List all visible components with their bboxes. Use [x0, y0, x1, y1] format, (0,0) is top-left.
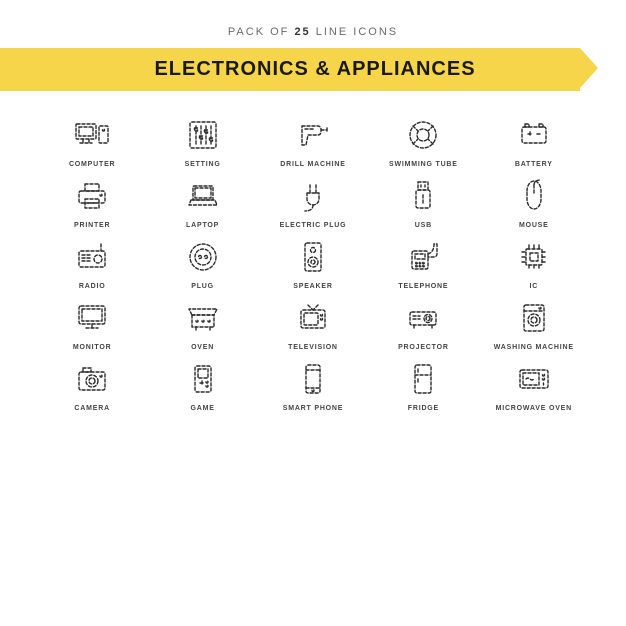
electric-plug-icon: [286, 174, 340, 218]
icon-cell: PRINTER: [40, 174, 144, 229]
icon-cell: WASHING MACHINE: [482, 296, 586, 351]
subtitle-post: LINE ICONS: [316, 26, 398, 38]
icon-label: SMART PHONE: [283, 405, 344, 412]
icon-label: CAMERA: [74, 405, 110, 412]
icon-label: MICROWAVE OVEN: [496, 405, 572, 412]
camera-icon: [65, 357, 119, 401]
icon-label: TELEVISION: [288, 344, 338, 351]
fridge-icon: [396, 357, 450, 401]
icon-cell: GAME: [150, 357, 254, 412]
projector-icon: [396, 296, 450, 340]
ic-icon: [507, 235, 561, 279]
header: PACK OF 25 LINE ICONS ELECTRONICS & APPL…: [0, 0, 626, 91]
icon-cell: BATTERY: [482, 113, 586, 168]
laptop-icon: [176, 174, 230, 218]
subtitle: PACK OF 25 LINE ICONS: [0, 26, 626, 38]
icon-cell: RADIO: [40, 235, 144, 290]
icon-label: IC: [529, 283, 538, 290]
icon-label: TELEPHONE: [398, 283, 448, 290]
icon-cell: MONITOR: [40, 296, 144, 351]
game-icon: [176, 357, 230, 401]
washing-machine-icon: [507, 296, 561, 340]
icon-cell: LAPTOP: [150, 174, 254, 229]
mouse-icon: [507, 174, 561, 218]
television-icon: [286, 296, 340, 340]
subtitle-pre: PACK OF: [228, 26, 289, 38]
icon-label: LAPTOP: [186, 222, 219, 229]
icon-label: PRINTER: [74, 222, 110, 229]
icon-label: SETTING: [185, 161, 221, 168]
icon-label: MOUSE: [519, 222, 549, 229]
icon-label: FRIDGE: [408, 405, 439, 412]
icon-cell: MICROWAVE OVEN: [482, 357, 586, 412]
icon-cell: TELEPHONE: [371, 235, 475, 290]
icon-cell: ELECTRIC PLUG: [261, 174, 365, 229]
drill-machine-icon: [286, 113, 340, 157]
icon-label: DRILL MACHINE: [280, 161, 346, 168]
battery-icon: [507, 113, 561, 157]
icon-cell: COMPUTER: [40, 113, 144, 168]
icon-label: ELECTRIC PLUG: [280, 222, 347, 229]
icon-label: PROJECTOR: [398, 344, 449, 351]
icon-label: COMPUTER: [69, 161, 115, 168]
icon-cell: SPEAKER: [261, 235, 365, 290]
printer-icon: [65, 174, 119, 218]
usb-icon: [396, 174, 450, 218]
icon-cell: TELEVISION: [261, 296, 365, 351]
icon-cell: SMART PHONE: [261, 357, 365, 412]
icon-label: SWIMMING TUBE: [389, 161, 458, 168]
monitor-icon: [65, 296, 119, 340]
icon-cell: USB: [371, 174, 475, 229]
icon-cell: PROJECTOR: [371, 296, 475, 351]
icon-cell: SETTING: [150, 113, 254, 168]
icon-label: WASHING MACHINE: [494, 344, 574, 351]
computer-icon: [65, 113, 119, 157]
icon-cell: OVEN: [150, 296, 254, 351]
icon-label: PLUG: [191, 283, 214, 290]
icon-grid: COMPUTER SETTING DRILL MACHINE SWIMMING …: [0, 91, 626, 432]
plug-icon: [176, 235, 230, 279]
subtitle-count: 25: [294, 26, 310, 38]
icon-label: USB: [415, 222, 432, 229]
icon-cell: IC: [482, 235, 586, 290]
radio-icon: [65, 235, 119, 279]
telephone-icon: [396, 235, 450, 279]
icon-label: GAME: [190, 405, 214, 412]
icon-label: MONITOR: [73, 344, 112, 351]
icon-cell: DRILL MACHINE: [261, 113, 365, 168]
page-title: ELECTRONICS & APPLIANCES: [50, 58, 580, 81]
setting-icon: [176, 113, 230, 157]
icon-cell: PLUG: [150, 235, 254, 290]
speaker-icon: [286, 235, 340, 279]
icon-cell: FRIDGE: [371, 357, 475, 412]
icon-label: RADIO: [79, 283, 106, 290]
icon-label: OVEN: [191, 344, 214, 351]
title-band: ELECTRONICS & APPLIANCES: [0, 48, 580, 91]
smart-phone-icon: [286, 357, 340, 401]
icon-cell: SWIMMING TUBE: [371, 113, 475, 168]
oven-icon: [176, 296, 230, 340]
icon-label: SPEAKER: [293, 283, 332, 290]
swimming-tube-icon: [396, 113, 450, 157]
microwave-oven-icon: [507, 357, 561, 401]
icon-cell: CAMERA: [40, 357, 144, 412]
icon-label: BATTERY: [515, 161, 553, 168]
icon-cell: MOUSE: [482, 174, 586, 229]
